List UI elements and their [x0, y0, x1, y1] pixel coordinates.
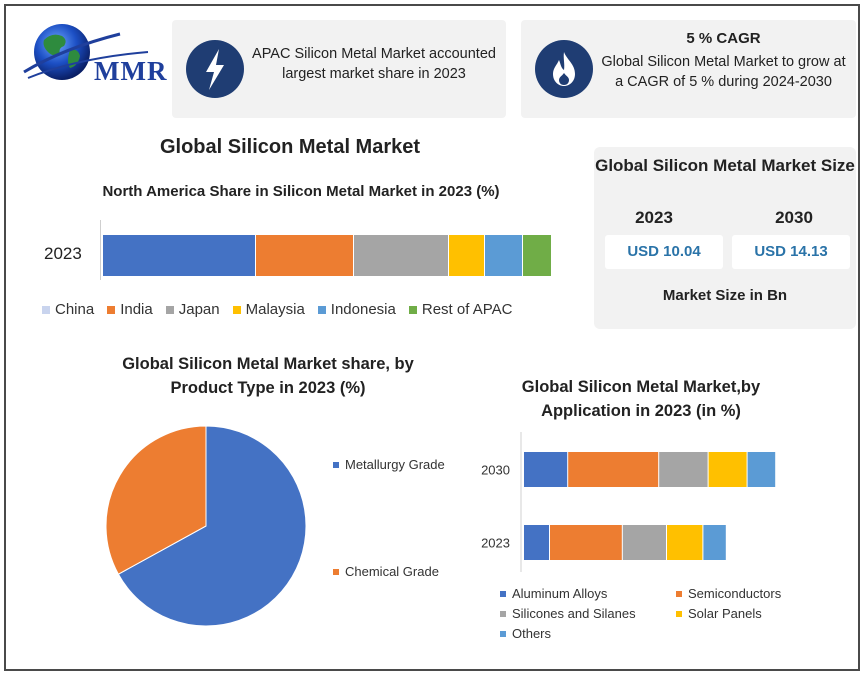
na-legend-label: India: [120, 301, 153, 318]
na-bar-segment-japan: [354, 235, 449, 276]
app-category-label-2030: 2030: [481, 463, 510, 478]
na-legend-swatch: [232, 305, 241, 314]
market-size-year-2023: 2023: [635, 208, 673, 227]
app-category-label-2023: 2023: [481, 536, 510, 551]
app-legend-swatch: [676, 590, 682, 597]
na-stacked-bar: [103, 235, 552, 276]
app-legend-swatch: [500, 610, 506, 617]
na-bar-segment-india: [255, 235, 355, 276]
app-legend-swatch: [676, 610, 682, 617]
pie-legend-label: Metallurgy Grade: [345, 457, 445, 472]
fire-icon: [553, 52, 575, 86]
cagr-title: 5 % CAGR: [686, 30, 761, 47]
app-bar-segment-2023-aluminum-alloys: [524, 525, 549, 560]
fire-badge: [535, 40, 593, 98]
market-size-year-2030: 2030: [775, 208, 813, 227]
market-size-unit: Market Size in Bn: [662, 287, 788, 304]
na-bar-segment-china: [103, 235, 256, 276]
na-legend-item-china: China: [42, 301, 94, 318]
na-legend-label: Indonesia: [330, 301, 396, 318]
app-legend-swatch: [500, 590, 506, 597]
pie-legend-metallurgy-grade: Metallurgy Grade: [333, 457, 445, 472]
pie-legend-chemical-grade: Chemical Grade: [333, 564, 439, 579]
globe-icon: [23, 24, 149, 80]
app-legend-label: Solar Panels: [688, 606, 762, 621]
na-legend-item-india: India: [107, 301, 153, 318]
na-legend-label: Malaysia: [245, 301, 305, 318]
na-legend-item-indonesia: Indonesia: [317, 301, 396, 318]
market-size-value-2030: USD 14.13: [732, 235, 850, 269]
app-bar-segment-2023-silicones-and-silanes: [622, 525, 666, 560]
app-bar-segment-2030-others: [747, 452, 776, 487]
market-size-box: Global Silicon Metal Market Size 2023 20…: [594, 147, 856, 329]
cagr-info-box: 5 % CAGR Global Silicon Metal Market to …: [521, 20, 856, 118]
north-america-chart-title: North America Share in Silicon Metal Mar…: [102, 183, 500, 200]
app-legend-label: Aluminum Alloys: [512, 586, 608, 601]
product-type-pie-chart: [105, 425, 307, 627]
app-legend-item-silicones-and-silanes: Silicones and Silanes: [500, 606, 636, 621]
app-bar-segment-2030-aluminum-alloys: [524, 452, 568, 487]
logo-text: MMR: [94, 56, 168, 86]
apac-info-text: APAC Silicon Metal Market accounted larg…: [252, 46, 496, 82]
pie-slice-chemical-grade: [105, 425, 207, 575]
app-legend-item-others: Others: [500, 626, 551, 641]
infographic-frame: MMR APAC Silicon Metal Market accounted …: [4, 4, 860, 671]
na-legend-label: China: [55, 301, 95, 318]
application-bar-chart: 2030 2023: [481, 432, 776, 572]
apac-info-box: APAC Silicon Metal Market accounted larg…: [172, 20, 506, 118]
app-bar-segment-2030-semiconductors: [568, 452, 659, 487]
na-bar-category-label: 2023: [44, 244, 82, 263]
logo: MMR: [22, 20, 172, 90]
lightning-icon: [206, 49, 224, 90]
na-legend-swatch: [165, 305, 174, 314]
na-legend-label: Rest of APAC: [421, 301, 513, 318]
na-bar-segment-malaysia: [448, 235, 485, 276]
application-chart-title: Global Silicon Metal Market,by Applicati…: [521, 378, 761, 420]
pie-legend-swatch: [333, 461, 339, 468]
pie-legend-swatch: [333, 568, 339, 575]
app-bar-segment-2030-silicones-and-silanes: [659, 452, 708, 487]
north-america-share-chart: 2023 China India Japan Malaysia Indonesia Res…: [36, 216, 576, 326]
app-bar-segment-2023-others: [703, 525, 726, 560]
app-bar-segment-2023-solar-panels: [667, 525, 703, 560]
na-legend: China India Japan Malaysia Indonesia Rest of …: [42, 301, 525, 318]
na-legend-swatch: [107, 305, 116, 314]
market-size-title: Global Silicon Metal Market Size: [595, 156, 855, 175]
app-legend-label: Semiconductors: [688, 586, 782, 601]
na-axis-line: [100, 220, 101, 280]
pie-legend-label: Chemical Grade: [345, 564, 439, 579]
market-size-value-2023: USD 10.04: [605, 235, 723, 269]
na-legend-swatch: [42, 305, 50, 314]
main-title: Global Silicon Metal Market: [159, 136, 421, 158]
na-legend-swatch: [317, 305, 326, 314]
lightning-badge: [186, 40, 244, 98]
app-legend-label: Others: [512, 626, 552, 641]
na-legend-item-malaysia: Malaysia: [232, 301, 305, 318]
na-legend-label: Japan: [178, 301, 220, 318]
na-legend-item-rest-of-apac: Rest of APAC: [408, 301, 513, 318]
app-legend-label: Silicones and Silanes: [512, 606, 636, 621]
na-bar-segment-rest-of-apac: [522, 235, 552, 276]
app-legend-item-semiconductors: Semiconductors: [676, 586, 781, 601]
product-type-chart-title: Global Silicon Metal Market share, by Pr…: [122, 355, 414, 397]
app-legend-swatch: [500, 630, 506, 637]
na-legend-item-japan: Japan: [165, 301, 220, 318]
pie-slice-metallurgy-grade: [117, 425, 307, 627]
app-legend-item-aluminum-alloys: Aluminum Alloys: [500, 586, 607, 601]
app-bar-segment-2023-semiconductors: [550, 525, 622, 560]
app-legend-item-solar-panels: Solar Panels: [676, 606, 762, 621]
na-bar-segment-indonesia: [484, 235, 523, 276]
na-legend-swatch: [408, 305, 417, 314]
cagr-info-text: Global Silicon Metal Market to grow at a…: [601, 54, 846, 90]
app-bar-segment-2030-solar-panels: [708, 452, 747, 487]
